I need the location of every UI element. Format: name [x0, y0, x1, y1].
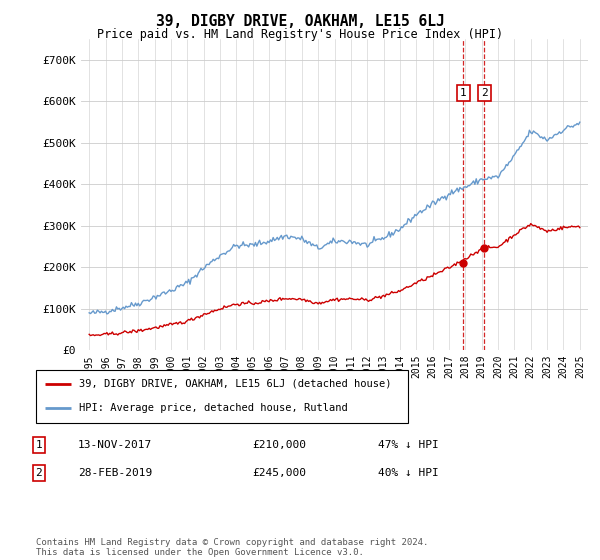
- Text: 40% ↓ HPI: 40% ↓ HPI: [378, 468, 439, 478]
- Text: £210,000: £210,000: [252, 440, 306, 450]
- Text: 47% ↓ HPI: 47% ↓ HPI: [378, 440, 439, 450]
- Text: 2: 2: [481, 88, 488, 98]
- Text: 1: 1: [460, 88, 467, 98]
- Text: Price paid vs. HM Land Registry's House Price Index (HPI): Price paid vs. HM Land Registry's House …: [97, 28, 503, 41]
- Text: 28-FEB-2019: 28-FEB-2019: [78, 468, 152, 478]
- Text: 39, DIGBY DRIVE, OAKHAM, LE15 6LJ: 39, DIGBY DRIVE, OAKHAM, LE15 6LJ: [155, 14, 445, 29]
- Text: HPI: Average price, detached house, Rutland: HPI: Average price, detached house, Rutl…: [79, 403, 347, 413]
- Text: £245,000: £245,000: [252, 468, 306, 478]
- FancyBboxPatch shape: [36, 370, 408, 423]
- Text: 13-NOV-2017: 13-NOV-2017: [78, 440, 152, 450]
- Text: 39, DIGBY DRIVE, OAKHAM, LE15 6LJ (detached house): 39, DIGBY DRIVE, OAKHAM, LE15 6LJ (detac…: [79, 379, 391, 389]
- Text: Contains HM Land Registry data © Crown copyright and database right 2024.
This d: Contains HM Land Registry data © Crown c…: [36, 538, 428, 557]
- Text: 2: 2: [35, 468, 43, 478]
- Text: 1: 1: [35, 440, 43, 450]
